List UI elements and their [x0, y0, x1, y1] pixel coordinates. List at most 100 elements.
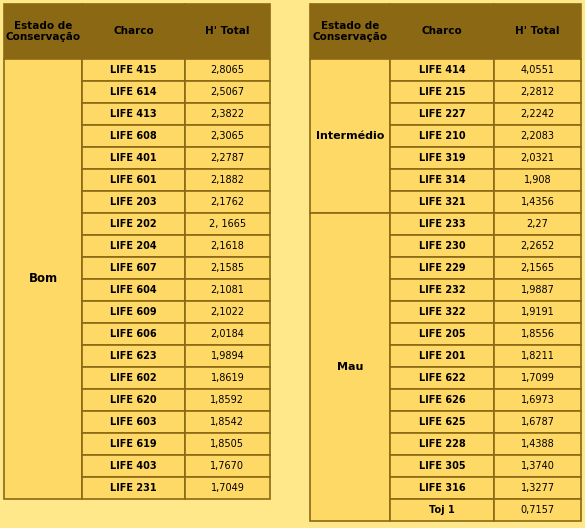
Bar [185, 125, 270, 147]
Text: Intermédio: Intermédio [316, 131, 384, 141]
Bar [82, 59, 185, 81]
Text: LIFE 305: LIFE 305 [419, 461, 466, 471]
Bar [494, 367, 581, 389]
Text: LIFE 210: LIFE 210 [419, 131, 466, 141]
Bar [185, 4, 270, 59]
Bar [390, 477, 494, 499]
Text: LIFE 321: LIFE 321 [419, 197, 466, 207]
Text: LIFE 620: LIFE 620 [111, 395, 157, 405]
Text: LIFE 316: LIFE 316 [419, 483, 466, 493]
Bar [310, 59, 390, 213]
Bar [494, 235, 581, 257]
Bar [390, 279, 494, 301]
Text: 1,8542: 1,8542 [211, 417, 245, 427]
Bar [185, 433, 270, 455]
Bar [390, 147, 494, 169]
Text: 2, 1665: 2, 1665 [209, 219, 246, 229]
Text: 2,2083: 2,2083 [521, 131, 555, 141]
Bar [494, 81, 581, 103]
Text: LIFE 232: LIFE 232 [419, 285, 466, 295]
Text: 2,1565: 2,1565 [521, 263, 555, 273]
Text: 1,6973: 1,6973 [521, 395, 555, 405]
Bar [185, 301, 270, 323]
Bar [82, 257, 185, 279]
Bar [390, 345, 494, 367]
Text: 1,8211: 1,8211 [521, 351, 555, 361]
Bar [185, 103, 270, 125]
Bar [82, 279, 185, 301]
Bar [185, 323, 270, 345]
Bar [82, 81, 185, 103]
Bar [390, 235, 494, 257]
Text: 1,8505: 1,8505 [211, 439, 245, 449]
Bar [390, 323, 494, 345]
Bar [82, 147, 185, 169]
Bar [494, 301, 581, 323]
Bar [494, 345, 581, 367]
Bar [185, 389, 270, 411]
Text: LIFE 228: LIFE 228 [419, 439, 466, 449]
Text: LIFE 623: LIFE 623 [111, 351, 157, 361]
Text: LIFE 215: LIFE 215 [419, 87, 466, 97]
Bar [82, 323, 185, 345]
Bar [310, 4, 390, 59]
Bar [4, 59, 82, 499]
Bar [494, 389, 581, 411]
Text: LIFE 230: LIFE 230 [419, 241, 466, 251]
Text: LIFE 608: LIFE 608 [111, 131, 157, 141]
Bar [390, 367, 494, 389]
Bar [494, 191, 581, 213]
Bar [390, 301, 494, 323]
Bar [494, 213, 581, 235]
Text: LIFE 625: LIFE 625 [419, 417, 466, 427]
Text: LIFE 614: LIFE 614 [111, 87, 157, 97]
Text: LIFE 233: LIFE 233 [419, 219, 466, 229]
Text: 1,8592: 1,8592 [211, 395, 245, 405]
Text: 2,5067: 2,5067 [211, 87, 245, 97]
Bar [494, 257, 581, 279]
Text: LIFE 601: LIFE 601 [111, 175, 157, 185]
Bar [185, 235, 270, 257]
Bar [82, 191, 185, 213]
Text: H' Total: H' Total [205, 26, 250, 36]
Bar [185, 147, 270, 169]
Text: 2,1585: 2,1585 [211, 263, 245, 273]
Text: Toj 1: Toj 1 [429, 505, 455, 515]
Text: 1,8556: 1,8556 [521, 329, 555, 339]
Text: LIFE 626: LIFE 626 [419, 395, 466, 405]
Bar [494, 103, 581, 125]
Text: LIFE 401: LIFE 401 [111, 153, 157, 163]
Text: 1,7049: 1,7049 [211, 483, 245, 493]
Text: 1,3740: 1,3740 [521, 461, 555, 471]
Text: 2,3065: 2,3065 [211, 131, 245, 141]
Text: 2,1618: 2,1618 [211, 241, 245, 251]
Bar [82, 301, 185, 323]
Text: LIFE 203: LIFE 203 [111, 197, 157, 207]
Text: 1,8619: 1,8619 [211, 373, 245, 383]
Bar [390, 81, 494, 103]
Bar [390, 191, 494, 213]
Text: H' Total: H' Total [515, 26, 560, 36]
Bar [390, 4, 494, 59]
Bar [185, 59, 270, 81]
Text: LIFE 403: LIFE 403 [111, 461, 157, 471]
Bar [390, 59, 494, 81]
Bar [82, 103, 185, 125]
Bar [185, 81, 270, 103]
Bar [390, 103, 494, 125]
Text: LIFE 229: LIFE 229 [419, 263, 466, 273]
Text: 1,7099: 1,7099 [521, 373, 555, 383]
Bar [494, 411, 581, 433]
Bar [494, 59, 581, 81]
Text: 2,2242: 2,2242 [521, 109, 555, 119]
Text: 1,7670: 1,7670 [211, 461, 245, 471]
Bar [185, 169, 270, 191]
Bar [390, 433, 494, 455]
Text: 1,908: 1,908 [524, 175, 552, 185]
Text: LIFE 201: LIFE 201 [419, 351, 466, 361]
Text: 1,3277: 1,3277 [521, 483, 555, 493]
Bar [390, 455, 494, 477]
Bar [390, 389, 494, 411]
Bar [494, 323, 581, 345]
Bar [494, 455, 581, 477]
